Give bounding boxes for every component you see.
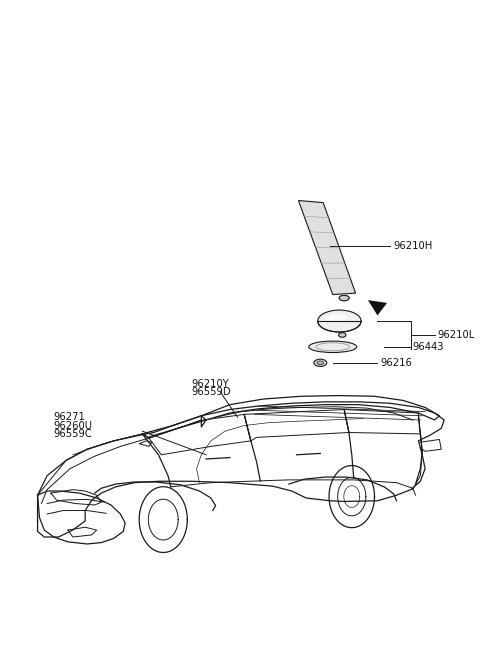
Text: 96210H: 96210H [394, 241, 433, 251]
Text: 96443: 96443 [413, 342, 444, 352]
Text: 96559C: 96559C [54, 429, 93, 439]
Ellipse shape [317, 361, 324, 365]
Text: 96216: 96216 [380, 358, 412, 368]
Ellipse shape [314, 359, 327, 367]
Text: 96559D: 96559D [192, 387, 231, 397]
Ellipse shape [309, 341, 357, 352]
Text: 96271: 96271 [54, 412, 85, 422]
Polygon shape [368, 300, 387, 316]
Text: 96210L: 96210L [437, 330, 475, 340]
Polygon shape [299, 201, 356, 295]
Text: 96210Y: 96210Y [192, 379, 229, 389]
Ellipse shape [318, 310, 361, 332]
Text: 96260U: 96260U [54, 420, 93, 430]
Ellipse shape [325, 314, 347, 322]
Ellipse shape [338, 333, 346, 337]
Ellipse shape [339, 295, 349, 301]
